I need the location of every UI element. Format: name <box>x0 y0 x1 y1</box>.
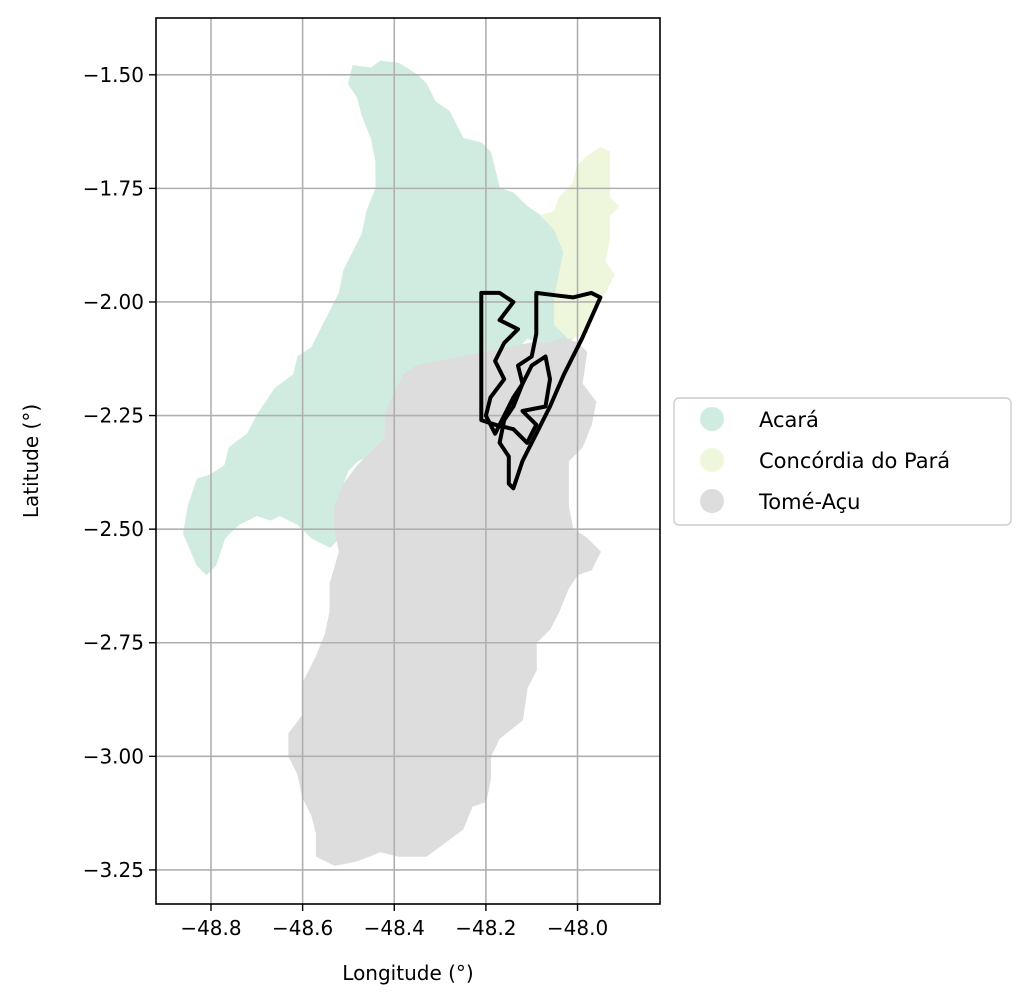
outline-1 <box>479 290 552 445</box>
y-tick-label: −2.50 <box>83 517 144 541</box>
y-axis-ticks: −1.50 −1.75 −2.00 −2.25 −2.50 −2.75 −3.00 −3.25 <box>83 63 156 882</box>
y-tick-label: −3.25 <box>83 858 144 882</box>
y-tick-label: −2.00 <box>83 290 144 314</box>
grid-layer <box>156 18 660 904</box>
outline-0 <box>497 290 603 491</box>
region-0 <box>182 60 574 576</box>
y-tick-label: −3.00 <box>83 744 144 768</box>
outlines-layer <box>479 290 603 491</box>
y-tick-label: −1.50 <box>83 63 144 87</box>
legend-frame <box>673 397 1012 526</box>
legend-label: Concórdia do Pará <box>759 449 950 473</box>
y-tick-label: −2.25 <box>83 404 144 428</box>
x-tick-label: −48.6 <box>272 916 333 940</box>
legend-label: Acará <box>759 408 819 432</box>
region-1 <box>539 146 620 339</box>
legend-marker <box>700 448 724 472</box>
legend: Acará Concórdia do Pará Tomé-Açu <box>673 397 1012 526</box>
legend-marker <box>700 407 724 431</box>
y-axis-label: Latitude (°) <box>19 404 43 518</box>
y-tick-label: −1.75 <box>83 176 144 200</box>
legend-label: Tomé-Açu <box>758 490 860 514</box>
x-tick-label: −48.4 <box>364 916 425 940</box>
legend-marker <box>700 489 724 513</box>
x-tick-label: −48.0 <box>547 916 608 940</box>
region-2 <box>288 337 602 866</box>
x-axis-ticks: −48.8 −48.6 −48.4 −48.2 −48.0 <box>180 904 608 940</box>
x-tick-label: −48.8 <box>180 916 241 940</box>
x-axis-label: Longitude (°) <box>342 961 473 985</box>
plot-area-frame <box>155 17 661 905</box>
y-tick-label: −2.75 <box>83 631 144 655</box>
regions-layer <box>182 60 620 866</box>
x-tick-label: −48.2 <box>455 916 516 940</box>
